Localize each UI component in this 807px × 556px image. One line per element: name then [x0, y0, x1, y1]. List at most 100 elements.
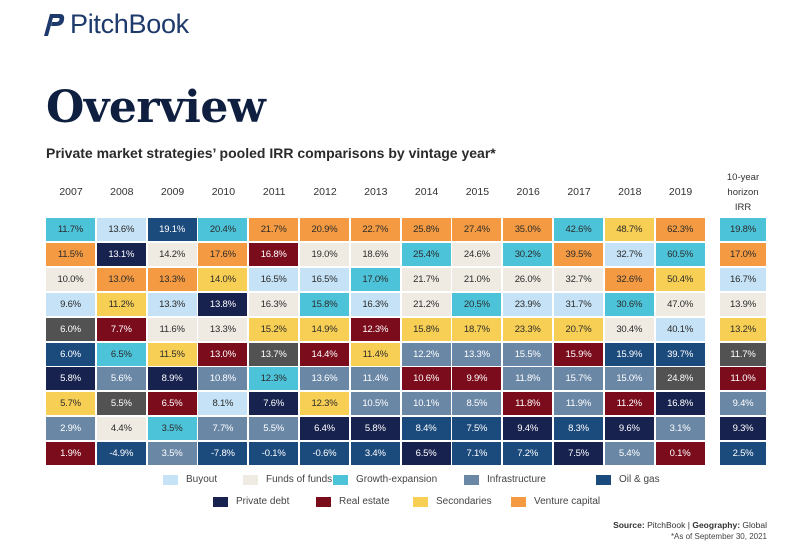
irr-cell: 62.3% — [655, 218, 705, 241]
irr-cell: 14.4% — [300, 342, 349, 366]
legend-label: Oil & gas — [619, 474, 660, 485]
legend-item: Infrastructure — [464, 474, 546, 485]
irr-cell: 6.5% — [96, 342, 146, 366]
irr-cell: 15.9% — [554, 342, 603, 366]
irr-cell: 13.3% — [147, 267, 197, 291]
irr-cell: 13.1% — [96, 242, 146, 266]
horizon-irr-cell: 11.7% — [720, 342, 766, 366]
irr-cell: 16.5% — [249, 267, 299, 291]
irr-cell: 15.8% — [401, 317, 451, 341]
irr-cell: 24.6% — [452, 242, 502, 266]
legend-swatch — [316, 496, 331, 507]
irr-cell: 14.2% — [147, 242, 197, 266]
irr-cell: 15.7% — [554, 367, 603, 391]
irr-cell: 5.7% — [46, 392, 95, 416]
irr-cell: 21.7% — [249, 218, 299, 241]
horizon-irr-cell: 13.2% — [720, 317, 766, 341]
irr-cell: 5.8% — [46, 367, 95, 391]
vintage-year-label: 2009 — [160, 186, 185, 198]
irr-cell: 6.0% — [46, 342, 95, 366]
irr-cell: 20.9% — [300, 218, 349, 241]
irr-cell: 25.4% — [401, 242, 451, 266]
irr-cell: 11.9% — [554, 392, 603, 416]
irr-cell: 18.6% — [350, 242, 400, 266]
horizon-irr-cell: 17.0% — [720, 242, 766, 266]
legend-label: Real estate — [339, 496, 390, 507]
legend-item: Oil & gas — [596, 474, 660, 485]
page-title: Overview — [46, 82, 266, 133]
footnote: *As of September 30, 2021 — [670, 532, 767, 541]
irr-cell: 50.4% — [655, 267, 705, 291]
irr-cell: 6.5% — [147, 392, 197, 416]
legend-label: Infrastructure — [487, 474, 546, 485]
irr-cell: 20.7% — [554, 317, 603, 341]
irr-cell: 7.1% — [452, 442, 502, 466]
irr-cell: 7.6% — [249, 392, 299, 416]
irr-cell: 60.5% — [655, 242, 705, 266]
irr-cell: 11.4% — [350, 342, 400, 366]
irr-cell: 5.6% — [96, 367, 146, 391]
legend-label: Secondaries — [436, 496, 492, 507]
irr-cell: 3.5% — [147, 417, 197, 441]
irr-cell: 21.2% — [401, 292, 451, 316]
legend-item: Real estate — [316, 496, 390, 507]
legend-swatch — [213, 496, 228, 507]
horizon-irr-cell: 19.8% — [720, 218, 766, 241]
irr-cell: 42.6% — [554, 218, 603, 241]
irr-cell: 13.6% — [300, 367, 349, 391]
irr-cell: -4.9% — [96, 442, 146, 466]
irr-cell: 13.6% — [96, 218, 146, 241]
irr-cell: 2.9% — [46, 417, 95, 441]
irr-cell: 26.0% — [503, 267, 553, 291]
irr-cell: 10.1% — [401, 392, 451, 416]
irr-cell: 5.5% — [249, 417, 299, 441]
irr-cell: 15.8% — [300, 292, 349, 316]
pitchbook-mark-icon — [44, 14, 65, 36]
legend-label: Buyout — [186, 474, 218, 485]
irr-cell: 11.5% — [147, 342, 197, 366]
irr-cell: 23.9% — [503, 292, 553, 316]
irr-cell: 9.6% — [604, 417, 654, 441]
irr-cell: 5.4% — [604, 442, 654, 466]
irr-cell: 14.0% — [198, 267, 248, 291]
source-label: Source: — [613, 520, 645, 530]
irr-cell: 20.4% — [198, 218, 248, 241]
horizon-irr-cell: 13.9% — [720, 292, 766, 316]
legend-item: Venture capital — [511, 496, 600, 507]
irr-cell: 11.2% — [96, 292, 146, 316]
irr-cell: 7.5% — [452, 417, 502, 441]
vintage-year-label: 2014 — [414, 186, 439, 198]
irr-cell: 16.3% — [350, 292, 400, 316]
vintage-year-label: 2011 — [262, 186, 286, 198]
irr-cell: 11.6% — [147, 317, 197, 341]
legend-label: Private debt — [236, 496, 290, 507]
irr-cell: 0.1% — [655, 442, 705, 466]
irr-cell: 10.6% — [401, 367, 451, 391]
legend-swatch — [464, 474, 479, 485]
irr-cell: 30.6% — [604, 292, 654, 316]
irr-cell: 32.7% — [604, 242, 654, 266]
irr-cell: 27.4% — [452, 218, 502, 241]
irr-cell: 24.8% — [655, 367, 705, 391]
irr-cell: 1.9% — [46, 442, 95, 466]
vintage-year-label: 2019 — [668, 186, 693, 198]
vintage-year-label: 2015 — [465, 186, 490, 198]
vintage-year-label: 2010 — [211, 186, 236, 198]
irr-cell: 5.5% — [96, 392, 146, 416]
irr-cell: 9.9% — [452, 367, 502, 391]
irr-cell: 13.3% — [147, 292, 197, 316]
vintage-year-label: 2016 — [516, 186, 540, 198]
irr-cell: 7.2% — [503, 442, 553, 466]
irr-cell: 15.0% — [604, 367, 654, 391]
irr-cell: 13.3% — [198, 317, 248, 341]
irr-cell: 19.0% — [300, 242, 349, 266]
irr-cell: 5.8% — [350, 417, 400, 441]
irr-cell: 9.6% — [46, 292, 95, 316]
horizon-irr-cell: 9.3% — [720, 417, 766, 441]
legend-swatch — [243, 474, 258, 485]
irr-cell: 19.1% — [147, 218, 197, 241]
irr-cell: 17.6% — [198, 242, 248, 266]
irr-cell: 7.7% — [198, 417, 248, 441]
irr-cell: 9.4% — [503, 417, 553, 441]
vintage-year-label: 2007 — [59, 186, 83, 198]
